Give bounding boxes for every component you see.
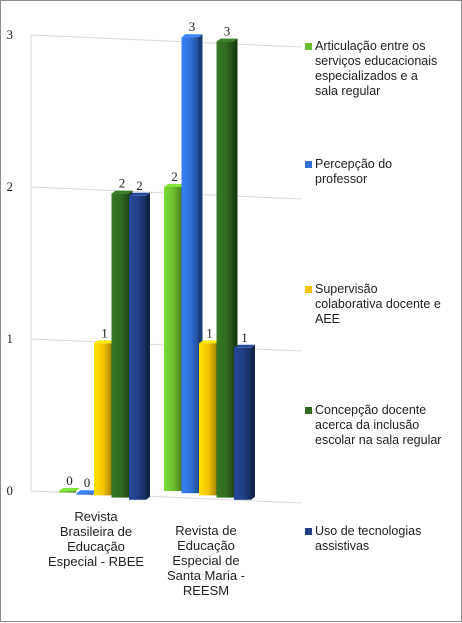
legend-swatch xyxy=(305,407,312,414)
data-label: 1 xyxy=(206,325,213,340)
x-axis-categories: Revista Brasileira de Educação Especial - R… xyxy=(48,509,245,598)
data-label: 1 xyxy=(241,330,248,345)
legend-label: Articulação entre os serviços educacionai… xyxy=(315,39,438,98)
bar xyxy=(76,490,98,495)
legend-label: Uso de tecnologias assistivas xyxy=(315,524,422,553)
data-label: 2 xyxy=(136,178,143,193)
data-label: 0 xyxy=(84,475,91,490)
legend-swatch xyxy=(305,528,312,535)
bar xyxy=(234,344,255,500)
legend-swatch xyxy=(305,286,312,293)
data-label: 1 xyxy=(101,325,108,340)
gridline xyxy=(30,490,302,504)
y-tick-label: 2 xyxy=(7,179,14,194)
gridline xyxy=(30,34,302,48)
legend-swatch xyxy=(305,43,312,50)
y-tick-label: 1 xyxy=(7,331,14,346)
data-label: 2 xyxy=(171,169,178,184)
y-axis: 0 1 2 3 xyxy=(7,27,14,498)
data-label: 0 xyxy=(66,473,73,488)
data-label: 3 xyxy=(224,24,231,39)
category-label: Revista de Educação Especial de Santa Maria… xyxy=(167,523,245,598)
bars-layer xyxy=(59,34,255,500)
category-label: Revista Brasileira de Educação Especial - R… xyxy=(48,509,144,569)
bar xyxy=(129,192,150,500)
data-label: 2 xyxy=(119,176,126,191)
bar xyxy=(59,488,80,493)
legend-label: Percepção do professor xyxy=(315,157,393,186)
y-tick-label: 0 xyxy=(7,483,14,498)
data-label: 3 xyxy=(189,19,196,34)
legend-swatch xyxy=(305,161,312,168)
legend-label: Supervisão colaborativa docente e AEE xyxy=(315,282,441,326)
y-tick-label: 3 xyxy=(7,27,14,42)
legend-label: Concepção docente acerca da inclusão escol… xyxy=(315,403,442,447)
